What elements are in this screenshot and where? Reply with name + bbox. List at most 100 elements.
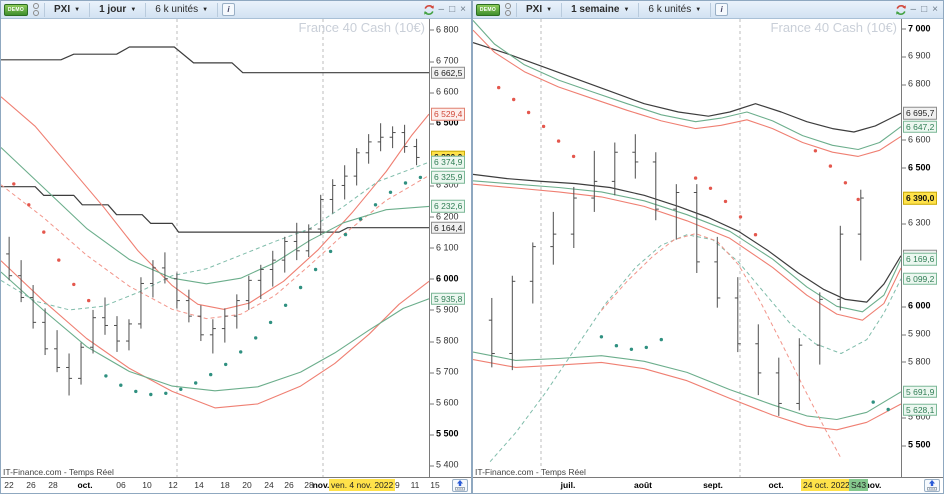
ohlc-bar (413, 138, 420, 166)
ohlc-bar (185, 289, 192, 323)
ohlc-bar (377, 123, 384, 152)
timeframe-dropdown[interactable]: 1 jour ▼ (99, 4, 137, 15)
refresh-icon[interactable] (895, 4, 907, 16)
upper-red-band (1, 96, 429, 310)
sar-dots-below-1 (599, 335, 604, 339)
sar-dots-below (224, 362, 228, 367)
ohlc-bar (78, 342, 85, 385)
sar-dots-above-2 (708, 186, 713, 190)
sar-dots-below (179, 387, 183, 391)
ohlc-bar (209, 319, 216, 354)
date-tick-label: 06 (116, 480, 126, 490)
instrument-dropdown[interactable]: PXI ▼ (526, 4, 553, 15)
units-dropdown[interactable]: 6 k unités ▼ (648, 4, 702, 15)
lower-black-step-line (1, 186, 429, 233)
sar-dots-below-2 (871, 400, 875, 404)
sar-dots-above (27, 203, 31, 207)
separator (516, 2, 517, 17)
sar-dots-below (149, 392, 153, 397)
ohlc-bar (353, 148, 360, 186)
selected-date-badge: ven. 4 nov. 2022 (329, 479, 396, 491)
ohlc-bar (365, 134, 372, 164)
info-button[interactable]: i (715, 3, 729, 16)
chevron-down-icon: ▼ (130, 6, 137, 13)
ohlc-bar (857, 189, 864, 261)
date-tick-label: nov. (312, 480, 330, 490)
indicator-value-badge: 6 325,9 (431, 171, 466, 184)
separator (561, 2, 563, 17)
link-chain-icon[interactable] (504, 3, 512, 16)
demo-badge: DEMO (4, 3, 28, 16)
close-button[interactable]: × (460, 3, 466, 15)
time-axis-daily[interactable]: 222628oct.061012141820242628nov.091115ve… (1, 477, 471, 493)
price-tick-label: 5 800 (430, 336, 459, 346)
sar-dots-below (239, 350, 243, 354)
sar-dots-below (388, 190, 393, 194)
price-tick-label: 6 700 (430, 56, 459, 66)
separator (145, 2, 147, 17)
ohlc-bar (837, 225, 844, 311)
instrument-dropdown[interactable]: PXI ▼ (54, 4, 81, 15)
price-axis-daily[interactable]: 6 800 6 700 6 600 6 500 6 300 6 200 6 100 6 000… (429, 19, 471, 477)
date-tick-label: 26 (284, 480, 294, 490)
indicator-value-badge: 6 169,6 (903, 252, 938, 266)
upper-green-band (1, 147, 429, 285)
price-tick-label: 6 100 (430, 243, 459, 252)
indicator-value-badge: 6 232,6 (431, 200, 466, 213)
sar-dots-below (164, 391, 168, 395)
ohlc-bar (317, 194, 324, 236)
sar-dots-above-3 (843, 181, 848, 185)
close-button[interactable]: × (932, 3, 938, 15)
minimize-button[interactable]: – (438, 3, 445, 15)
ohlc-bar (102, 297, 109, 335)
ohlc-bar (570, 186, 577, 248)
sar-dots-below (254, 336, 258, 340)
timeframe-dropdown[interactable]: 1 semaine ▼ (571, 4, 630, 15)
units-dropdown[interactable]: 6 k unités ▼ (155, 4, 209, 15)
date-tick-label: sept. (703, 480, 723, 490)
sar-dots-below (268, 320, 273, 325)
chevron-down-icon: ▼ (202, 6, 209, 13)
ohlc-bar (652, 152, 659, 221)
sar-dots-above-2 (723, 199, 728, 204)
sar-dots-below-1 (614, 344, 619, 348)
separator (44, 2, 45, 17)
ohlc-bar (257, 264, 264, 300)
chart-plot-weekly[interactable]: France 40 Cash (10€) (473, 19, 901, 477)
time-axis-weekly[interactable]: juil. août sept. oct. nov. 24 oct. 2022 S43 (473, 477, 943, 493)
price-tick-label: 5 600 (902, 412, 931, 422)
expand-toolbar-button[interactable] (924, 479, 940, 492)
maximize-button[interactable]: □ (921, 3, 928, 15)
chart-plot-daily[interactable]: France 40 Cash (10€) (1, 19, 429, 477)
link-chain-icon[interactable] (32, 3, 40, 16)
info-button[interactable]: i (222, 3, 236, 16)
sar-dots-below (298, 285, 303, 290)
sar-dots-above-1 (497, 85, 501, 90)
refresh-icon[interactable] (423, 4, 435, 16)
ohlc-bar (18, 260, 25, 303)
ohlc-bar (149, 260, 156, 298)
chart-region-daily: France 40 Cash (10€) IT-Finance.com - Te… (1, 19, 471, 477)
price-tick-label: 6 000 (902, 301, 931, 311)
sar-dots-below (134, 389, 138, 394)
price-tick-label: 6 200 (430, 212, 459, 221)
date-tick-label: août (634, 480, 652, 490)
date-tick-label: nov. (864, 480, 882, 490)
price-axis-weekly[interactable]: 7 000 6 900 6 800 6 600 6 500 6 300 6 000 5 900… (901, 19, 943, 477)
chart-window-weekly: DEMO PXI ▼ 1 semaine ▼ 6 k unités ▼ i – □ ×… (472, 0, 944, 494)
ohlc-bar (281, 236, 288, 273)
separator (710, 2, 712, 17)
ohlc-bar (632, 134, 639, 179)
price-tick-label: 5 800 (902, 357, 931, 366)
ohlc-bar (221, 308, 228, 343)
price-tick-label: 6 500 (430, 118, 459, 128)
price-tick-label: 6 000 (430, 274, 459, 283)
price-tick-label: 6 600 (430, 87, 459, 97)
sar-dots-above-2 (693, 176, 698, 180)
ohlc-bar (714, 236, 721, 308)
maximize-button[interactable]: □ (449, 3, 456, 15)
ohlc-bar (529, 242, 536, 304)
expand-toolbar-button[interactable] (452, 479, 468, 492)
minimize-button[interactable]: – (910, 3, 917, 15)
selected-date-badge: 24 oct. 2022 (801, 479, 852, 491)
